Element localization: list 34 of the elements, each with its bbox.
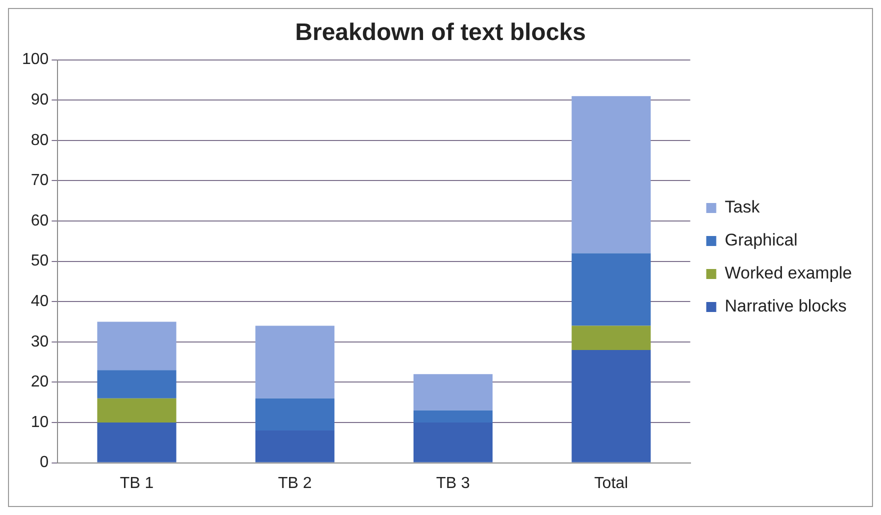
chart-title: Breakdown of text blocks <box>295 19 586 46</box>
legend-label: Task <box>724 198 760 217</box>
bar <box>414 374 493 410</box>
bar <box>572 96 651 254</box>
y-tick-label: 10 <box>30 414 49 431</box>
bar <box>97 422 176 462</box>
legend-label: Worked example <box>724 264 852 283</box>
bar <box>97 322 176 370</box>
y-tick-label: 70 <box>30 172 49 190</box>
legend-label: Narrative blocks <box>724 296 847 316</box>
bar <box>255 398 334 431</box>
bar <box>414 422 493 462</box>
x-tick-label: TB 2 <box>278 474 312 492</box>
y-tick-label: 30 <box>30 333 49 350</box>
y-tick-label: 100 <box>22 51 49 68</box>
y-tick-label: 90 <box>30 92 49 109</box>
bar <box>572 326 651 350</box>
bar <box>255 430 334 462</box>
x-tick-label: TB 3 <box>436 474 470 492</box>
bar <box>572 350 651 462</box>
y-tick-label: 0 <box>40 454 49 472</box>
bar <box>97 398 176 422</box>
x-tick-label: Total <box>594 474 628 492</box>
bar <box>414 410 493 422</box>
y-tick-label: 50 <box>30 252 49 270</box>
bar <box>572 253 651 326</box>
x-tick-label: TB 1 <box>120 474 154 492</box>
legend-label: Graphical <box>724 230 798 250</box>
bar <box>97 370 176 398</box>
y-tick-label: 40 <box>30 293 49 310</box>
y-tick-label: 20 <box>30 374 49 391</box>
y-tick-label: 80 <box>30 132 49 149</box>
bar <box>255 326 334 398</box>
y-tick-label: 60 <box>30 212 49 230</box>
